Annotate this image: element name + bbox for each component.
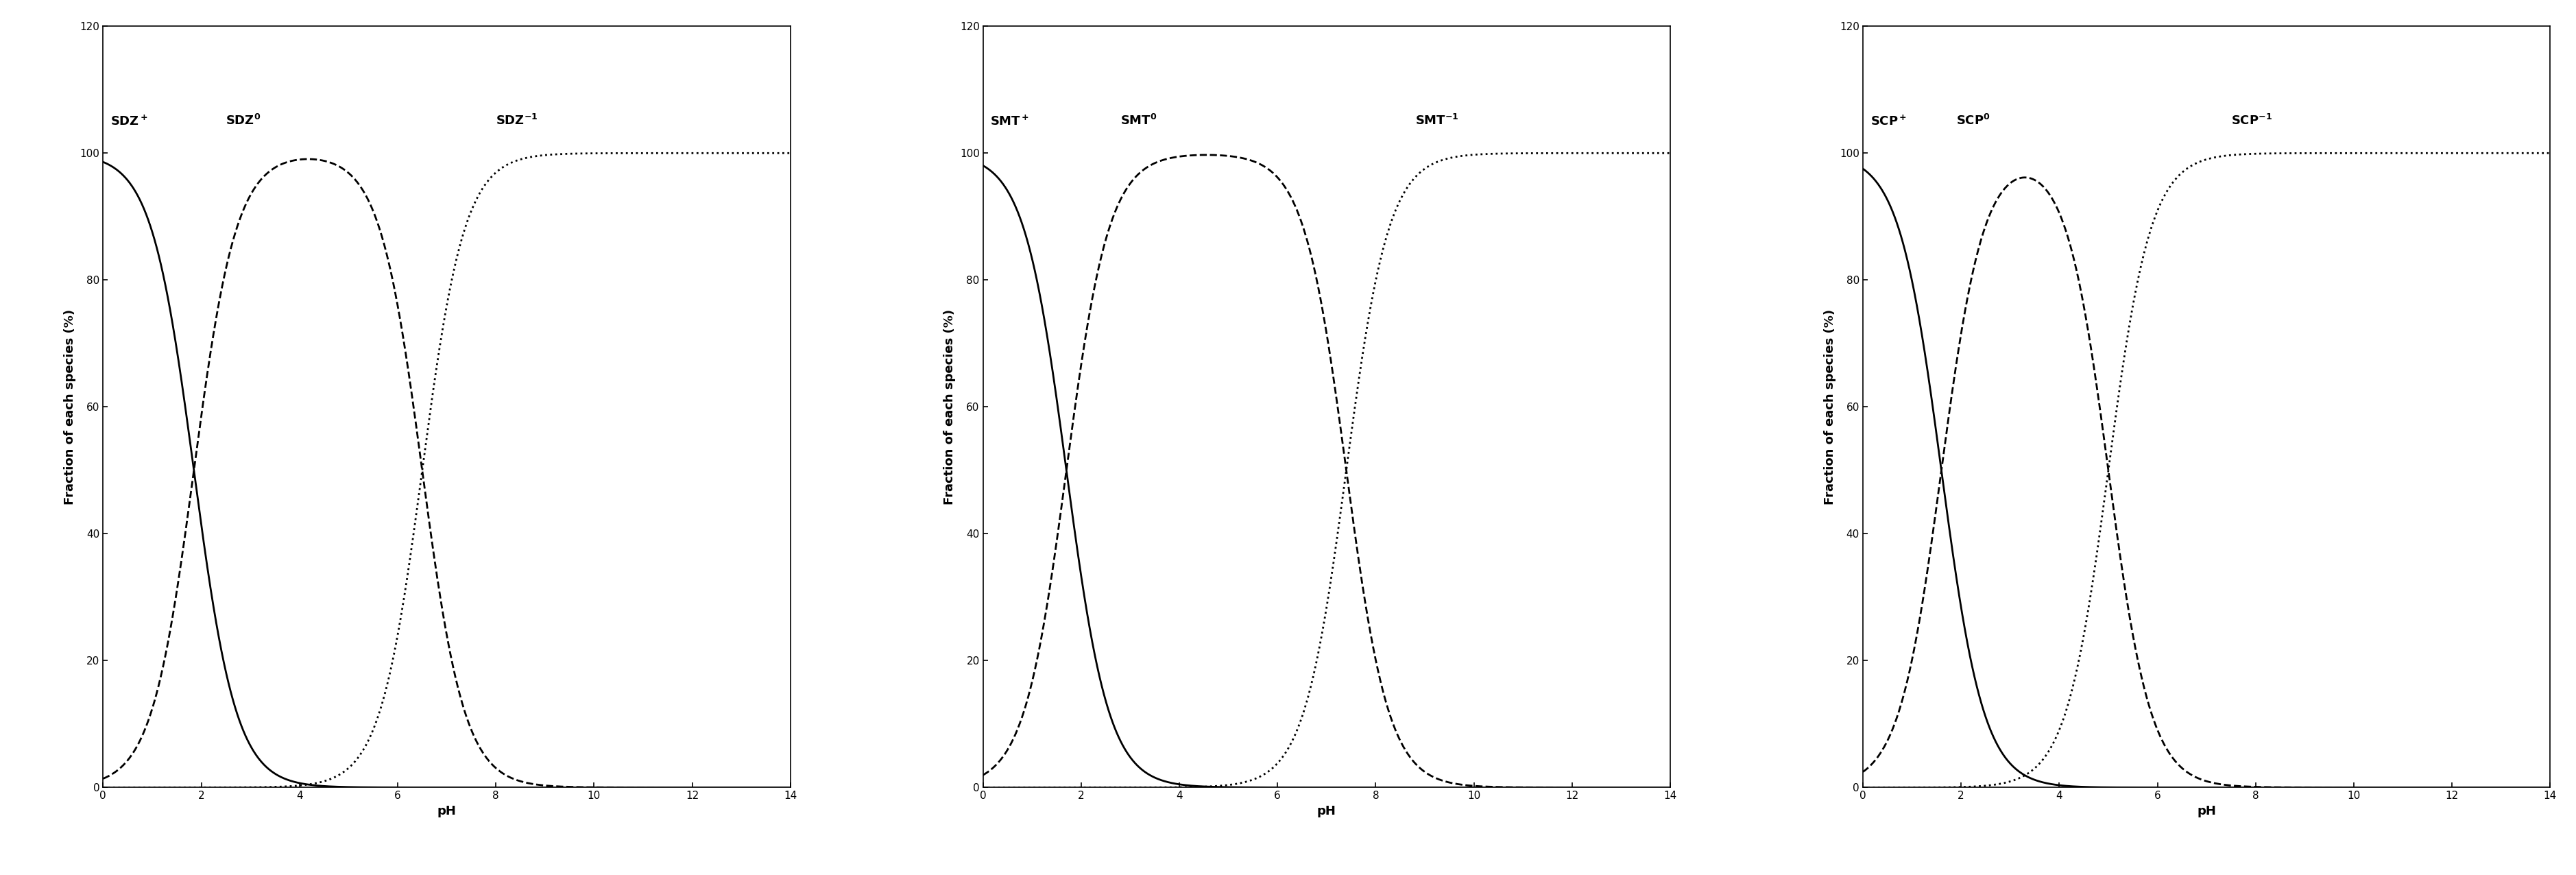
Text: $\bf{SCP^+}$: $\bf{SCP^+}$ [1870,115,1906,128]
X-axis label: pH: pH [438,805,456,817]
Text: $\bf{SMT^{-1}}$: $\bf{SMT^{-1}}$ [1414,114,1458,128]
Y-axis label: Fraction of each species (%): Fraction of each species (%) [64,309,77,505]
Y-axis label: Fraction of each species (%): Fraction of each species (%) [1824,309,1837,505]
Text: $\bf{SCP^0}$: $\bf{SCP^0}$ [1955,114,1991,128]
Text: $\bf{SCP^{-1}}$: $\bf{SCP^{-1}}$ [2231,114,2272,128]
Y-axis label: Fraction of each species (%): Fraction of each species (%) [943,309,956,505]
Text: $\bf{SDZ^{-1}}$: $\bf{SDZ^{-1}}$ [495,114,538,128]
X-axis label: pH: pH [2197,805,2215,817]
X-axis label: pH: pH [1316,805,1337,817]
Text: $\bf{SDZ^0}$: $\bf{SDZ^0}$ [227,114,260,128]
Text: $\bf{SMT^0}$: $\bf{SMT^0}$ [1121,114,1157,128]
Text: $\bf{SDZ^+}$: $\bf{SDZ^+}$ [111,115,147,128]
Text: $\bf{SMT^+}$: $\bf{SMT^+}$ [989,115,1030,128]
